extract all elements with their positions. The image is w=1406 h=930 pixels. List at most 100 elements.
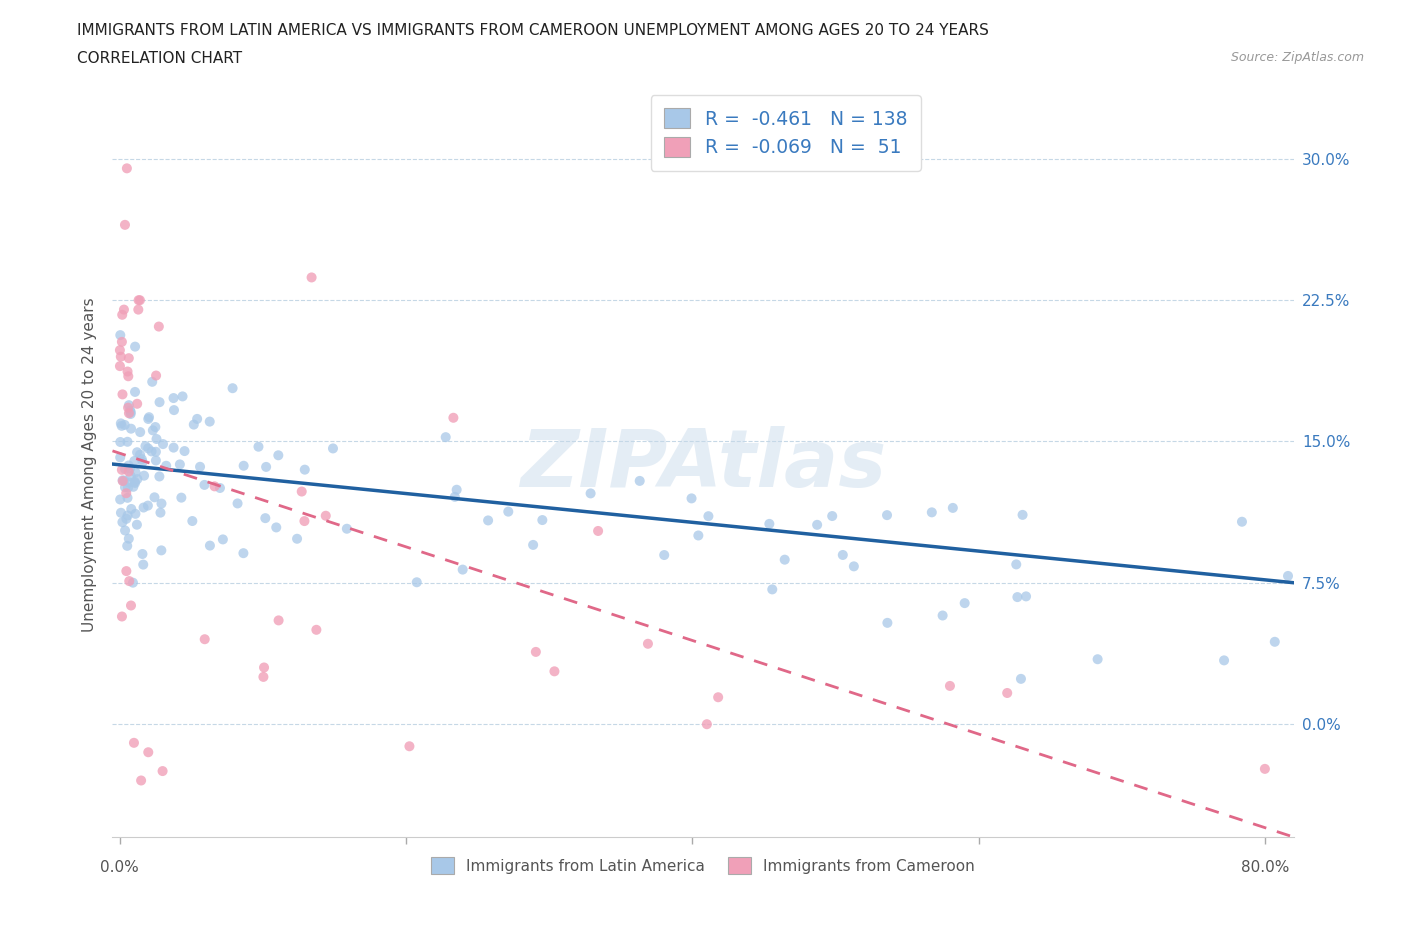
Point bbox=[118, 398, 141, 413]
Point bbox=[194, 631, 217, 646]
Point bbox=[118, 574, 141, 589]
Point bbox=[1139, 858, 1161, 873]
Point bbox=[111, 472, 134, 487]
Point bbox=[111, 473, 134, 488]
Point bbox=[267, 613, 290, 628]
Point bbox=[131, 547, 153, 562]
Point bbox=[108, 343, 131, 358]
Point bbox=[142, 423, 165, 438]
Point bbox=[111, 462, 134, 477]
Text: 0.0%: 0.0% bbox=[100, 859, 139, 874]
Point bbox=[188, 459, 211, 474]
Point bbox=[110, 416, 132, 431]
Point bbox=[152, 437, 174, 452]
Point bbox=[129, 447, 152, 462]
Point bbox=[136, 498, 159, 513]
Point bbox=[111, 307, 134, 322]
Point bbox=[117, 434, 139, 449]
Point bbox=[110, 327, 132, 342]
Text: Source: ZipAtlas.com: Source: ZipAtlas.com bbox=[1230, 51, 1364, 64]
Point bbox=[198, 538, 221, 553]
Point bbox=[115, 161, 138, 176]
Point bbox=[141, 444, 163, 458]
Point bbox=[405, 575, 427, 590]
Point bbox=[114, 480, 136, 495]
Point bbox=[172, 389, 194, 404]
Point bbox=[111, 418, 134, 433]
Point bbox=[1254, 762, 1277, 777]
Point bbox=[120, 403, 142, 418]
Point bbox=[122, 479, 145, 494]
Point bbox=[143, 490, 166, 505]
Point bbox=[120, 598, 142, 613]
Point bbox=[336, 522, 359, 537]
Point bbox=[170, 490, 193, 505]
Point bbox=[114, 218, 136, 232]
Point bbox=[114, 523, 136, 538]
Point bbox=[931, 608, 953, 623]
Point bbox=[821, 509, 844, 524]
Point bbox=[118, 475, 141, 490]
Point bbox=[1213, 653, 1236, 668]
Point bbox=[1010, 671, 1032, 686]
Point bbox=[842, 559, 865, 574]
Point bbox=[124, 474, 146, 489]
Point bbox=[322, 441, 344, 456]
Point bbox=[118, 405, 141, 420]
Point bbox=[434, 430, 457, 445]
Point bbox=[696, 717, 718, 732]
Point bbox=[758, 516, 780, 531]
Point bbox=[112, 302, 135, 317]
Point bbox=[232, 546, 254, 561]
Point bbox=[120, 469, 142, 484]
Point bbox=[110, 434, 132, 449]
Point bbox=[1264, 634, 1286, 649]
Point bbox=[637, 636, 659, 651]
Point bbox=[136, 745, 159, 760]
Point bbox=[876, 616, 898, 631]
Point bbox=[132, 468, 155, 483]
Point bbox=[183, 418, 205, 432]
Point bbox=[129, 293, 152, 308]
Point bbox=[186, 411, 208, 426]
Point bbox=[120, 406, 142, 421]
Point bbox=[145, 368, 167, 383]
Point bbox=[145, 432, 167, 446]
Point bbox=[226, 496, 249, 511]
Point bbox=[117, 490, 139, 505]
Point bbox=[498, 504, 520, 519]
Point bbox=[127, 445, 149, 459]
Point bbox=[294, 513, 316, 528]
Point bbox=[111, 609, 134, 624]
Point bbox=[145, 445, 167, 459]
Point bbox=[315, 509, 337, 524]
Point bbox=[162, 440, 184, 455]
Text: CORRELATION CHART: CORRELATION CHART bbox=[77, 51, 242, 66]
Point bbox=[1005, 557, 1028, 572]
Point bbox=[117, 458, 139, 473]
Point bbox=[122, 576, 145, 591]
Point bbox=[398, 738, 420, 753]
Point bbox=[761, 582, 783, 597]
Point bbox=[1087, 652, 1109, 667]
Point bbox=[995, 685, 1018, 700]
Point bbox=[108, 450, 131, 465]
Point bbox=[1007, 590, 1029, 604]
Point bbox=[132, 500, 155, 515]
Point bbox=[173, 444, 195, 458]
Point bbox=[264, 520, 287, 535]
Point bbox=[134, 439, 156, 454]
Point bbox=[942, 500, 965, 515]
Point bbox=[831, 548, 853, 563]
Point bbox=[1230, 514, 1253, 529]
Point bbox=[148, 469, 170, 484]
Point bbox=[125, 517, 148, 532]
Point bbox=[141, 375, 163, 390]
Point bbox=[129, 773, 152, 788]
Point bbox=[124, 475, 146, 490]
Point bbox=[124, 507, 146, 522]
Point bbox=[145, 453, 167, 468]
Point bbox=[117, 400, 139, 415]
Point bbox=[252, 670, 274, 684]
Point bbox=[441, 410, 464, 425]
